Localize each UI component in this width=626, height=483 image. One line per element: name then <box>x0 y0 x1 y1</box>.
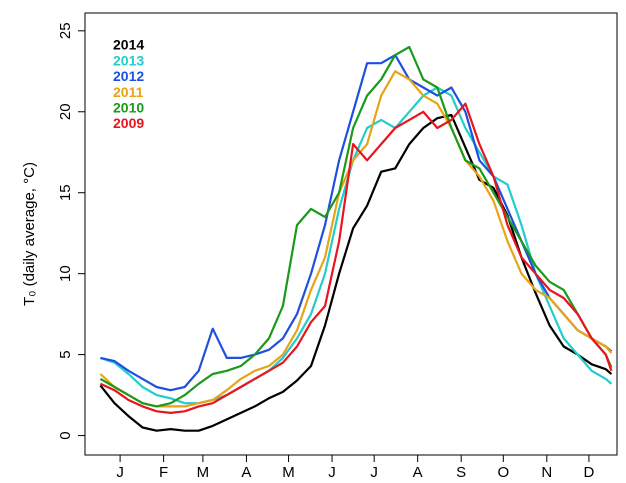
x-tick-label: N <box>541 464 552 481</box>
legend-entry: 2010 <box>113 100 144 116</box>
y-tick-label: 25 <box>57 22 74 39</box>
y-tick-label: 0 <box>57 431 74 439</box>
legend-entry: 2013 <box>113 52 144 68</box>
x-tick-label: A <box>413 464 423 481</box>
x-tick-label: J <box>116 464 124 481</box>
x-tick-label: M <box>197 464 210 481</box>
legend-entry: 2014 <box>113 37 144 53</box>
legend-entry: 2009 <box>113 115 144 131</box>
y-tick-label: 20 <box>57 103 74 120</box>
x-tick-label: F <box>159 464 168 481</box>
y-tick-label: 5 <box>57 350 74 358</box>
legend-entry: 2011 <box>113 84 144 100</box>
series-line <box>100 54 613 392</box>
y-tick-label: 10 <box>57 265 74 282</box>
series-line <box>100 86 613 405</box>
legend-entry: 2012 <box>113 68 144 84</box>
y-tick-label: 15 <box>57 184 74 201</box>
series-line <box>99 45 613 408</box>
x-tick-label: S <box>456 464 466 481</box>
x-tick-label: A <box>241 464 251 481</box>
y-axis-label: T₀ (daily average, °C) <box>21 162 38 306</box>
x-tick-label: D <box>584 464 595 481</box>
x-tick-label: J <box>328 464 336 481</box>
series-line <box>99 102 613 414</box>
plot-frame <box>84 12 618 456</box>
x-tick-label: J <box>370 464 378 481</box>
x-tick-label: M <box>282 464 295 481</box>
x-tick-label: O <box>497 464 509 481</box>
